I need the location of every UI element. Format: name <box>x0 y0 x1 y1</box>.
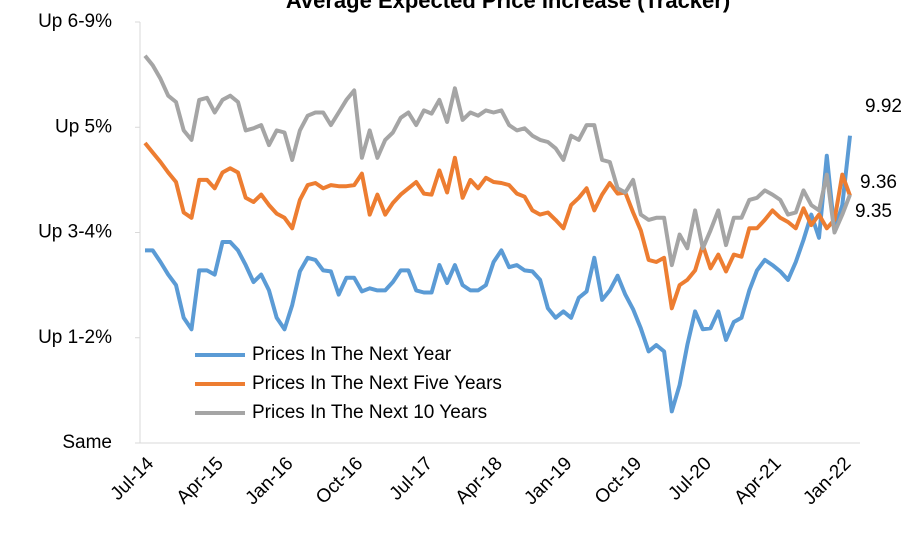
x-tick-label: Jan-16 <box>242 453 298 509</box>
chart-title: Average Expected Price Increase (Tracker… <box>286 0 730 13</box>
line-series <box>143 54 852 268</box>
legend-label: Prices In The Next Five Years <box>252 373 502 394</box>
legend-label: Prices In The Next Year <box>252 344 452 365</box>
x-tick-label: Oct-16 <box>312 453 367 508</box>
y-tick-label: Same <box>62 432 112 453</box>
legend-label: Prices In The Next 10 Years <box>252 402 487 423</box>
line-series <box>143 141 852 311</box>
x-tick-label: Jul-14 <box>107 453 159 505</box>
x-tick-label: Apr-21 <box>730 453 785 508</box>
y-tick-label: Up 1-2% <box>38 327 112 348</box>
x-tick-label: Apr-15 <box>173 453 228 508</box>
x-tick-label: Jul-20 <box>664 453 715 504</box>
data-label: 9.35 <box>855 201 892 222</box>
y-tick-label: Up 6-9% <box>38 11 112 32</box>
y-tick-label: Up 5% <box>55 116 112 137</box>
x-tick-label: Jan-22 <box>799 453 855 509</box>
data-label: 9.36 <box>860 172 897 193</box>
line-series <box>145 135 852 414</box>
y-tick-label: Up 3-4% <box>38 222 112 243</box>
x-tick-label: Apr-18 <box>452 453 507 508</box>
x-tick-label: Jan-19 <box>520 453 576 509</box>
x-tick-label: Jul-17 <box>386 453 437 504</box>
data-label: 9.92 <box>865 96 902 117</box>
x-tick-label: Oct-19 <box>591 453 646 508</box>
